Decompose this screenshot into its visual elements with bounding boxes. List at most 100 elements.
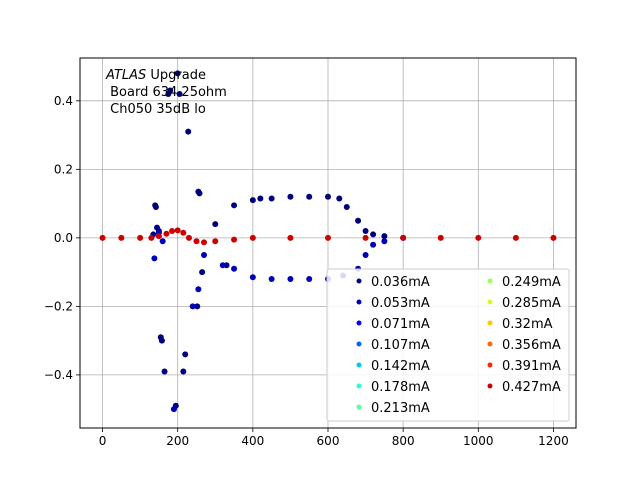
data-point bbox=[170, 406, 177, 413]
data-point bbox=[212, 221, 219, 228]
data-point bbox=[231, 236, 238, 243]
legend-marker bbox=[487, 362, 493, 368]
data-point bbox=[249, 197, 256, 204]
series-0.427mA bbox=[99, 227, 557, 246]
data-point bbox=[176, 90, 183, 97]
data-point bbox=[355, 217, 362, 224]
data-point bbox=[249, 274, 256, 281]
x-tick-label: 400 bbox=[241, 434, 264, 448]
data-point bbox=[161, 368, 168, 375]
legend-marker bbox=[487, 320, 493, 326]
annotation-line1: ATLAS Upgrade bbox=[105, 68, 206, 83]
data-point bbox=[287, 275, 294, 282]
annotation-upgrade: Upgrade bbox=[146, 68, 206, 83]
legend-label: 0.053mA bbox=[371, 296, 430, 311]
y-tick-label: 0.2 bbox=[54, 162, 73, 176]
legend-label: 0.071mA bbox=[371, 317, 430, 332]
legend-marker bbox=[487, 299, 493, 305]
legend-label: 0.107mA bbox=[371, 338, 430, 353]
data-point bbox=[362, 228, 369, 235]
data-point bbox=[201, 239, 207, 246]
legend-label: 0.32mA bbox=[502, 317, 553, 332]
data-point bbox=[163, 230, 170, 237]
data-point bbox=[195, 286, 202, 293]
data-point bbox=[287, 234, 294, 241]
legend-marker bbox=[487, 278, 493, 284]
data-point bbox=[169, 228, 176, 235]
annotation-line3: Ch050 35dB lo bbox=[106, 102, 206, 117]
data-point bbox=[174, 70, 181, 77]
x-tick-label: 800 bbox=[392, 434, 415, 448]
x-tick-label: 0 bbox=[99, 434, 107, 448]
data-point bbox=[118, 234, 125, 241]
legend: 0.036mA 0.053mA 0.071mA 0.107mA 0.142mA 0.178… bbox=[326, 268, 570, 422]
data-point bbox=[362, 251, 369, 258]
data-point bbox=[325, 234, 331, 241]
data-point bbox=[306, 275, 313, 282]
annotation-line2: Board 634 25ohm bbox=[106, 85, 227, 100]
data-point bbox=[180, 229, 187, 236]
legend-marker bbox=[356, 383, 362, 389]
series-0.053mA bbox=[151, 229, 407, 413]
data-point bbox=[249, 234, 256, 241]
legend-marker bbox=[356, 362, 362, 368]
data-point bbox=[182, 351, 189, 358]
data-point bbox=[400, 234, 407, 241]
data-point bbox=[189, 303, 196, 310]
data-point bbox=[148, 234, 155, 241]
legend-marker bbox=[356, 404, 362, 410]
data-point bbox=[201, 251, 207, 258]
legend-label: 0.178mA bbox=[371, 380, 430, 395]
data-point bbox=[268, 195, 275, 202]
legend-box bbox=[326, 268, 570, 422]
data-point bbox=[231, 265, 238, 272]
data-point bbox=[212, 238, 219, 245]
y-tick-label: −0.2 bbox=[44, 299, 73, 313]
data-point bbox=[370, 241, 377, 248]
data-point bbox=[370, 231, 377, 238]
legend-label: 0.391mA bbox=[502, 359, 561, 374]
data-point bbox=[185, 128, 192, 135]
x-tick-label: 200 bbox=[166, 434, 189, 448]
data-point bbox=[174, 227, 181, 234]
legend-marker bbox=[356, 341, 362, 347]
data-point bbox=[437, 234, 444, 241]
data-point bbox=[287, 193, 294, 200]
data-point bbox=[231, 202, 238, 209]
data-point bbox=[137, 234, 144, 241]
data-point bbox=[180, 368, 187, 375]
legend-label: 0.427mA bbox=[502, 380, 561, 395]
legend-label: 0.249mA bbox=[502, 275, 561, 290]
y-tick-label: 0.0 bbox=[54, 231, 73, 245]
data-point bbox=[219, 262, 226, 269]
data-point bbox=[151, 255, 158, 262]
x-tick-label: 600 bbox=[317, 434, 340, 448]
data-point bbox=[193, 238, 200, 245]
data-point bbox=[343, 204, 350, 211]
legend-marker bbox=[356, 320, 362, 326]
legend-label: 0.213mA bbox=[371, 401, 430, 416]
y-tick-label: 0.4 bbox=[54, 94, 73, 108]
data-point bbox=[99, 234, 106, 241]
legend-marker bbox=[487, 341, 493, 347]
data-point bbox=[152, 204, 159, 211]
data-point bbox=[268, 275, 275, 282]
data-point bbox=[550, 234, 557, 241]
data-point bbox=[362, 234, 369, 241]
legend-label: 0.356mA bbox=[502, 338, 561, 353]
data-point bbox=[512, 234, 519, 241]
data-point bbox=[199, 269, 206, 276]
legend-label: 0.285mA bbox=[502, 296, 561, 311]
data-point bbox=[381, 233, 388, 240]
plot-area bbox=[99, 70, 557, 413]
legend-marker bbox=[487, 383, 493, 389]
legend-label: 0.036mA bbox=[371, 275, 430, 290]
data-point bbox=[167, 87, 174, 94]
legend-marker bbox=[356, 299, 362, 305]
data-point bbox=[325, 193, 331, 200]
axis-ticks: 0 200 400 600 800 1000 1200 −0.4 −0.2 0.0 0.2 0.4 bbox=[44, 94, 569, 448]
legend-label: 0.142mA bbox=[371, 359, 430, 374]
data-point bbox=[475, 234, 482, 241]
data-point bbox=[257, 195, 264, 202]
